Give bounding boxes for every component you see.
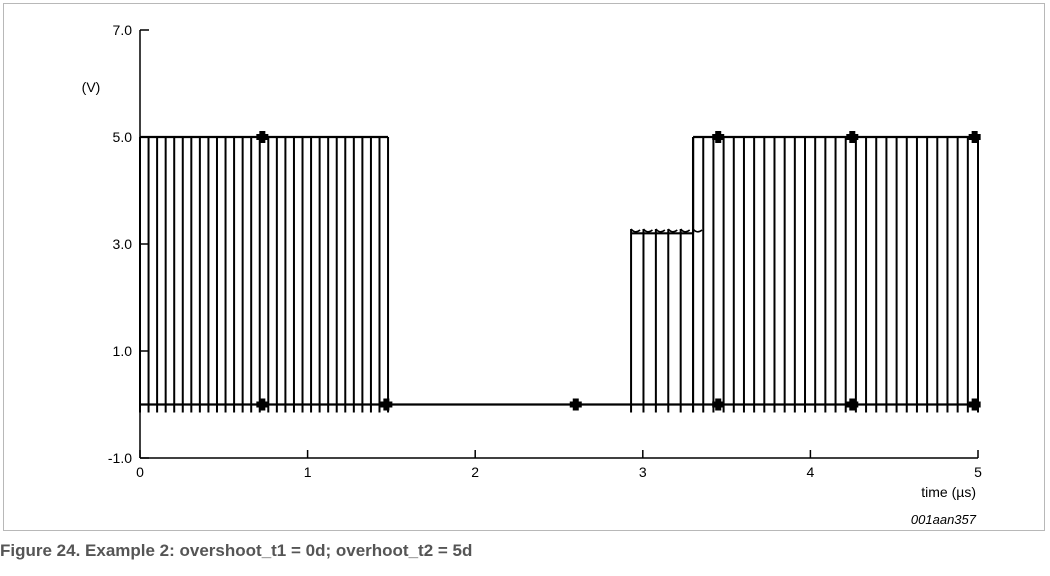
waveform-marker-stem bbox=[849, 131, 856, 143]
y-tick-label: 3.0 bbox=[113, 236, 133, 252]
figure-caption: Figure 24. Example 2: overshoot_t1 = 0d;… bbox=[0, 541, 473, 560]
figure-frame bbox=[3, 3, 1045, 531]
x-tick-label: 5 bbox=[974, 464, 982, 480]
x-axis-label: time (µs) bbox=[921, 484, 976, 500]
y-axis-label: (V) bbox=[82, 79, 101, 95]
waveform bbox=[139, 135, 979, 413]
waveform-marker-stem bbox=[971, 398, 978, 411]
markers bbox=[256, 131, 981, 411]
figure-code: 001aan357 bbox=[911, 512, 977, 527]
waveform-marker-stem bbox=[259, 398, 266, 411]
waveform-marker-stem bbox=[715, 131, 722, 143]
waveform-marker-stem bbox=[971, 131, 978, 143]
y-tick-label: 5.0 bbox=[113, 129, 133, 145]
y-tick-label: 7.0 bbox=[113, 22, 133, 38]
overshoot-hook bbox=[692, 228, 703, 233]
waveform-marker-stem bbox=[715, 398, 722, 411]
overshoot-hook bbox=[642, 228, 653, 233]
waveform-marker-stem bbox=[259, 131, 266, 143]
axes bbox=[139, 29, 979, 459]
x-tick-label: 0 bbox=[136, 464, 144, 480]
waveform-marker-stem bbox=[572, 398, 579, 411]
x-tick-label: 4 bbox=[807, 464, 815, 480]
y-tick-label: 1.0 bbox=[113, 343, 133, 359]
x-tick-label: 3 bbox=[639, 464, 647, 480]
labels: (V) time (µs) 001aan357 -1.0 1.0 3.0 5.0 7.0… bbox=[82, 22, 982, 527]
overshoot-hook bbox=[655, 228, 666, 233]
overshoot-hook bbox=[667, 228, 678, 233]
overshoot-hook bbox=[630, 228, 641, 233]
x-tick-label: 1 bbox=[304, 464, 312, 480]
overshoot-hook bbox=[680, 228, 691, 233]
y-tick-label: -1.0 bbox=[108, 450, 132, 466]
waveform-marker-stem bbox=[849, 398, 856, 411]
waveform-marker-stem bbox=[383, 398, 390, 411]
waveform-chart: (V) time (µs) 001aan357 -1.0 1.0 3.0 5.0 7.0… bbox=[82, 22, 982, 527]
x-tick-label: 2 bbox=[471, 464, 479, 480]
